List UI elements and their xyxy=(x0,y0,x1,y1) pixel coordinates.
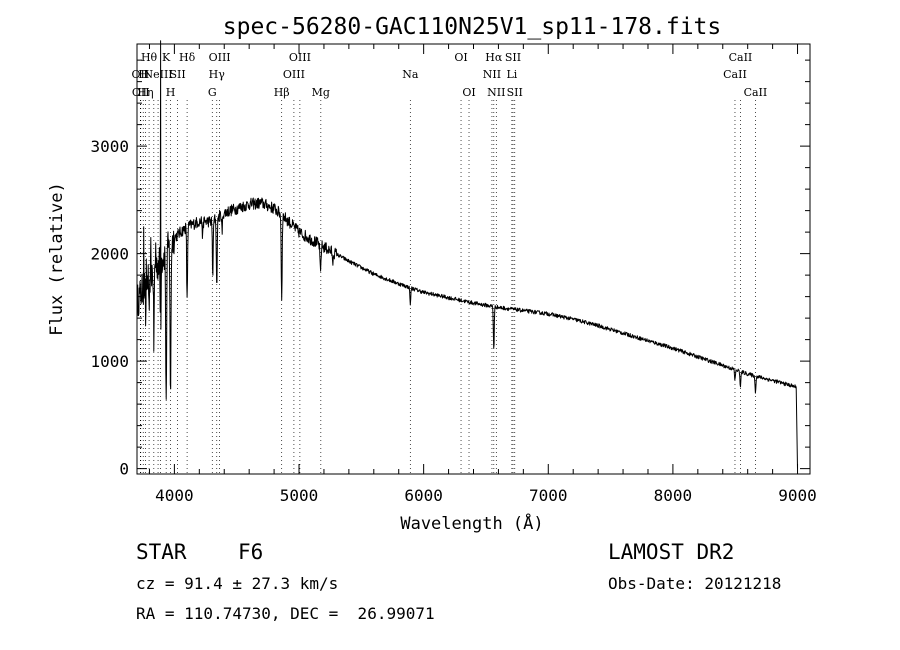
spectrum-line xyxy=(136,40,798,469)
spectral-line-label: Hδ xyxy=(179,51,196,64)
axis-ticks xyxy=(137,44,810,474)
y-axis-label: Flux (relative) xyxy=(47,182,67,336)
spectral-line-label: Hγ xyxy=(209,68,226,81)
redshift-velocity: cz = 91.4 ± 27.3 km/s xyxy=(136,574,339,593)
observation-date: Obs-Date: 20121218 xyxy=(608,574,782,593)
x-tick-label: 4000 xyxy=(155,486,194,505)
spectral-line-label: Mg xyxy=(312,86,330,99)
spectral-line-label: H xyxy=(166,86,176,99)
x-tick-label: 7000 xyxy=(529,486,568,505)
spectral-line-label: NII xyxy=(483,68,501,81)
spectral-line-label: OIII xyxy=(209,51,231,64)
y-tick-label: 0 xyxy=(119,460,129,479)
spectral-line-label: SII xyxy=(505,51,521,64)
y-tick-label: 3000 xyxy=(90,137,129,156)
spectral-line-label: Hθ xyxy=(141,51,158,64)
spectral-line-label: Li xyxy=(506,68,517,81)
spectral-line-label: OII xyxy=(132,86,150,99)
plot-frame xyxy=(136,43,811,475)
spectral-line-label: Hη xyxy=(137,86,153,99)
spectral-line-label: OI xyxy=(462,86,475,99)
spectral-line-label: Hβ xyxy=(274,86,290,99)
spectral-line-label: CaII xyxy=(729,51,753,64)
spectral-line-label: OIII xyxy=(283,68,305,81)
y-tick-label: 1000 xyxy=(90,352,129,371)
survey-name: LAMOST DR2 xyxy=(608,540,735,564)
coordinates: RA = 110.74730, DEC = 26.99071 xyxy=(136,604,435,623)
x-axis-label: Wavelength (Å) xyxy=(400,512,543,534)
spectral-line-label: SII xyxy=(507,86,523,99)
chart-title: spec-56280-GAC110N25V1_sp11-178.fits xyxy=(223,14,722,40)
y-tick-labels: 0 1000 2000 3000 xyxy=(90,137,129,479)
spectral-line-label: OI xyxy=(454,51,467,64)
spectral-subclass: F6 xyxy=(238,540,264,564)
spectral-line-label: NeIII xyxy=(143,68,172,81)
spectral-line-label: Na xyxy=(402,68,419,81)
object-class: STAR xyxy=(136,540,187,564)
x-tick-label: 8000 xyxy=(654,486,693,505)
spectral-line-label: OIII xyxy=(289,51,311,64)
spectral-line-label: K xyxy=(162,51,171,64)
spectral-line-label: H xyxy=(138,68,148,81)
spectral-line-label: CaII xyxy=(744,86,768,99)
spectrum-series xyxy=(136,40,798,469)
spectral-line-label: SII xyxy=(170,68,186,81)
x-tick-label: 5000 xyxy=(280,486,319,505)
y-tick-label: 2000 xyxy=(90,245,129,264)
spectral-line-label: G xyxy=(208,86,217,99)
spectral-line-label: OII xyxy=(132,68,150,81)
spectral-line-label: CaII xyxy=(723,68,747,81)
spectral-line-label: Hα xyxy=(485,51,503,64)
line-labels: OIIHOIIHηHθNeIIIKHSIIHδGHγOIIIHβOIIIOIII… xyxy=(132,51,768,99)
x-tick-label: 9000 xyxy=(778,486,817,505)
line-markers xyxy=(140,100,756,474)
spectral-line-label: NII xyxy=(487,86,505,99)
x-tick-labels: 4000 5000 6000 7000 8000 9000 xyxy=(155,486,817,505)
x-tick-label: 6000 xyxy=(404,486,443,505)
